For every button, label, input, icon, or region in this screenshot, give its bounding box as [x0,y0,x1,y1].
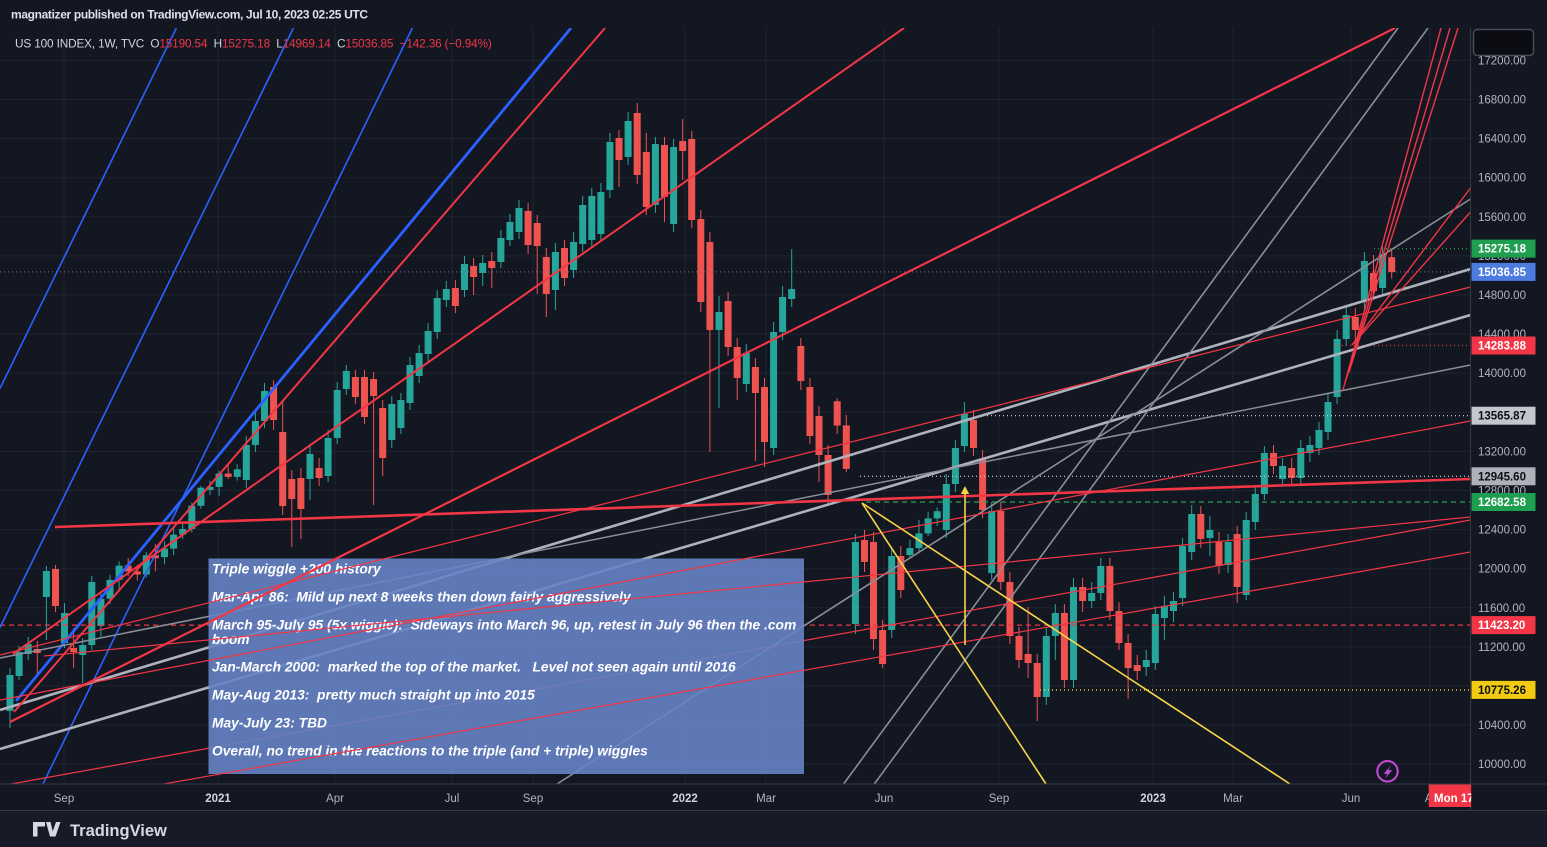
svg-text:12945.60: 12945.60 [1478,471,1526,483]
svg-text:10400.00: 10400.00 [1478,720,1526,732]
svg-text:16800.00: 16800.00 [1478,95,1526,107]
svg-text:11600.00: 11600.00 [1478,603,1525,615]
svg-text:US 100 INDEX, 1W, TVC O15190.: US 100 INDEX, 1W, TVC O15190.54 H15275.1… [15,37,492,51]
svg-text:2023: 2023 [1140,793,1166,805]
svg-text:11423.20: 11423.20 [1478,620,1525,632]
svg-text:May-Aug 2013: pretty much str: May-Aug 2013: pretty much straight up in… [212,688,535,703]
svg-text:2022: 2022 [672,793,698,805]
svg-text:16400.00: 16400.00 [1478,134,1526,146]
svg-text:magnatizer published on Tradin: magnatizer published on TradingView.com,… [11,8,368,22]
svg-text:15036.85: 15036.85 [1478,267,1527,279]
svg-text:12000.00: 12000.00 [1478,564,1526,576]
svg-text:Jun: Jun [1342,793,1361,805]
svg-text:14000.00: 14000.00 [1478,368,1526,380]
svg-text:15600.00: 15600.00 [1478,212,1526,224]
svg-text:March 95-July 95 (5x wiggle):: March 95-July 95 (5x wiggle): Sideways i… [212,618,796,633]
svg-text:16000.00: 16000.00 [1478,173,1526,185]
svg-text:Jun: Jun [875,793,894,805]
svg-text:Triple wiggle +200 history: Triple wiggle +200 history [212,562,382,577]
svg-text:12400.00: 12400.00 [1478,525,1526,537]
svg-text:boom: boom [212,632,250,647]
svg-text:13565.87: 13565.87 [1478,411,1526,423]
svg-text:11200.00: 11200.00 [1478,642,1525,654]
svg-text:10775.26: 10775.26 [1478,685,1526,697]
svg-text:14283.88: 14283.88 [1478,341,1527,353]
svg-text:Jul: Jul [445,793,460,805]
svg-text:Apr: Apr [326,793,344,805]
svg-text:14800.00: 14800.00 [1478,290,1526,302]
svg-text:Sep: Sep [54,793,74,805]
svg-text:17200.00: 17200.00 [1478,55,1526,67]
svg-text:Overall, no trend in the react: Overall, no trend in the reactions to th… [212,744,648,759]
svg-text:12682.58: 12682.58 [1478,497,1527,509]
svg-text:13200.00: 13200.00 [1478,446,1526,458]
svg-text:10000.00: 10000.00 [1478,759,1526,771]
svg-text:15275.18: 15275.18 [1478,244,1527,256]
svg-text:Jan-March 2000: marked the to: Jan-March 2000: marked the top of the ma… [212,660,736,675]
svg-text:May-July 23: TBD: May-July 23: TBD [212,716,327,731]
svg-text:2021: 2021 [205,793,231,805]
svg-text:Mar-Apr 86: Mild up next 8 we: Mar-Apr 86: Mild up next 8 weeks then do… [212,590,632,605]
svg-text:TradingView: TradingView [70,822,167,840]
svg-text:Mon 17: Mon 17 [1434,793,1474,805]
svg-text:Sep: Sep [989,793,1009,805]
svg-text:Mar: Mar [1223,793,1243,805]
svg-text:Sep: Sep [523,793,543,805]
svg-text:Mar: Mar [756,793,776,805]
